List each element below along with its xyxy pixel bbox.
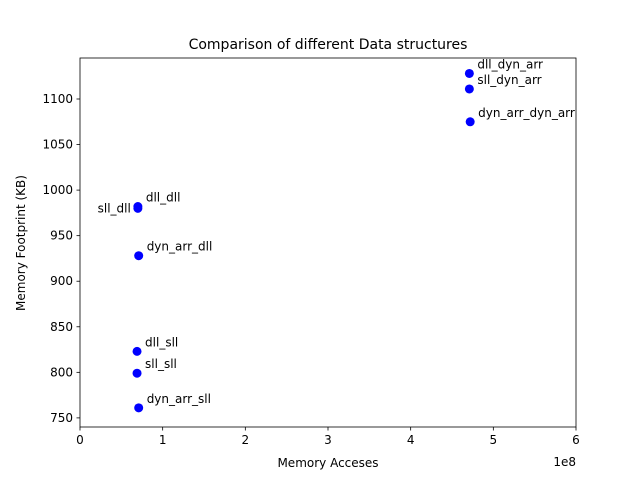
data-points xyxy=(132,68,475,413)
data-point xyxy=(464,84,474,94)
point-labels: dll_dyn_arr sll_dyn_arr dyn_arr_dyn_arrdll… xyxy=(98,57,575,405)
y-tick-label: 1000 xyxy=(42,183,73,197)
y-tick-label: 900 xyxy=(50,274,73,288)
y-tick-label: 950 xyxy=(50,229,73,243)
x-tick-label: 3 xyxy=(324,433,332,447)
data-point xyxy=(134,403,144,413)
data-point xyxy=(464,68,474,78)
x-tick-label: 1 xyxy=(159,433,167,447)
data-point xyxy=(132,368,142,378)
x-axis-offset-label: 1e8 xyxy=(553,455,576,469)
x-tick-label: 5 xyxy=(490,433,498,447)
y-axis: 750 800 850 900 950 1000 1050 1100 xyxy=(42,92,80,425)
y-tick-label: 1050 xyxy=(42,138,73,152)
point-label: sll_dyn_arr xyxy=(477,73,541,87)
point-label: sll_dll xyxy=(98,201,131,215)
data-point xyxy=(465,117,475,127)
chart-title: Comparison of different Data structures xyxy=(189,37,468,53)
x-tick-label: 6 xyxy=(572,433,580,447)
x-axis: 0 1 2 3 4 5 6 xyxy=(76,427,580,447)
data-point xyxy=(133,203,143,213)
point-label: sll_sll xyxy=(145,357,177,371)
data-point xyxy=(132,346,142,356)
point-label: dll_dll xyxy=(146,191,181,205)
y-tick-label: 1100 xyxy=(42,92,73,106)
data-point xyxy=(134,251,144,261)
y-tick-label: 750 xyxy=(50,411,73,425)
point-label: dyn_arr_sll xyxy=(147,392,211,406)
point-label: dll_sll xyxy=(145,335,178,349)
x-tick-label: 2 xyxy=(242,433,250,447)
point-label: dll_dyn_arr xyxy=(477,57,543,71)
point-label: dyn_arr_dyn_arr xyxy=(478,106,575,120)
y-axis-label: Memory Footprint (KB) xyxy=(14,175,28,311)
y-tick-label: 800 xyxy=(50,365,73,379)
point-label: dyn_arr_dll xyxy=(147,240,213,254)
x-tick-label: 4 xyxy=(407,433,415,447)
y-tick-label: 850 xyxy=(50,320,73,334)
x-tick-label: 0 xyxy=(76,433,84,447)
x-axis-label: Memory Acceses xyxy=(277,456,378,470)
